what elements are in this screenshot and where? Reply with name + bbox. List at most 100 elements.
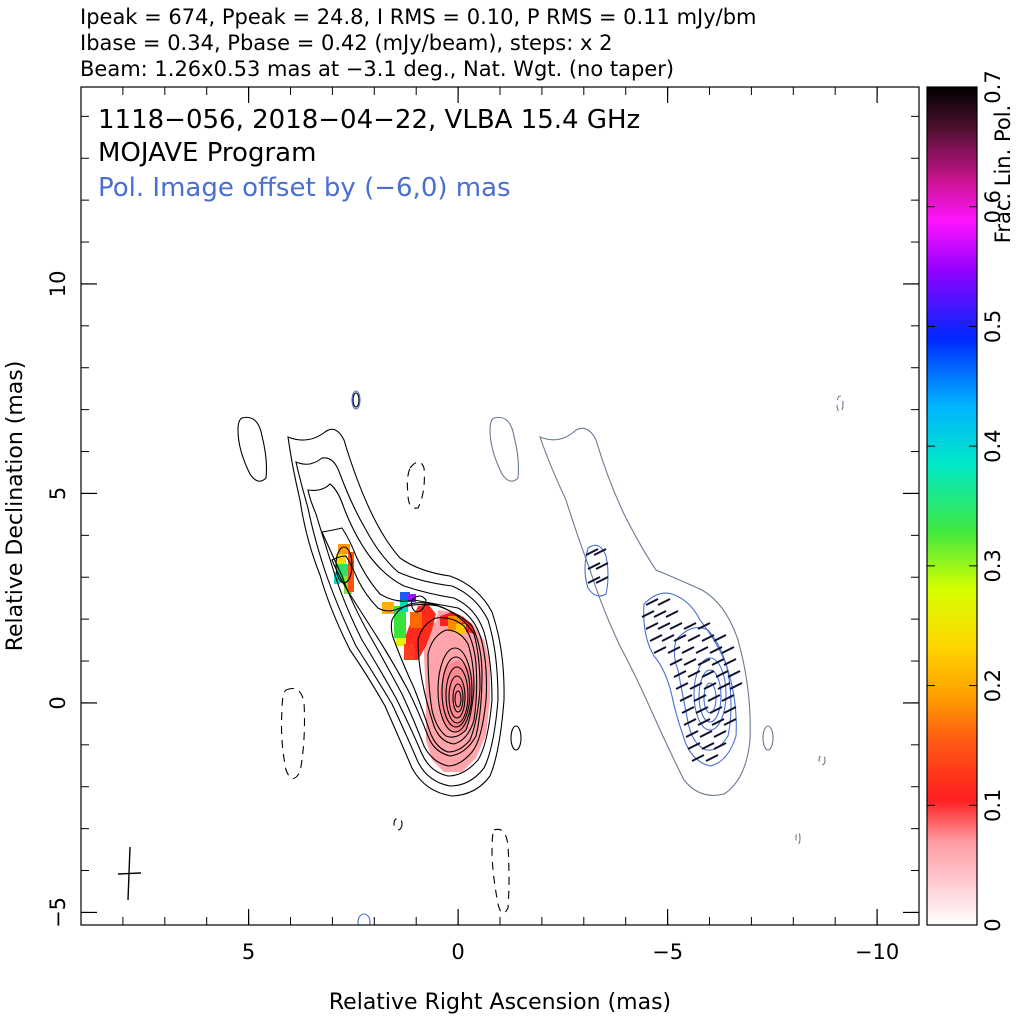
evpa-stick <box>695 646 709 654</box>
evpa-stick <box>699 730 713 738</box>
colorbar-tick-label: 0.7 <box>981 70 1005 103</box>
i-contour-13 <box>452 683 464 713</box>
evpa-stick <box>657 598 671 606</box>
evpa-stick <box>701 670 715 678</box>
beam-minor-axis <box>117 872 142 875</box>
evpa-stick <box>723 718 737 726</box>
y-axis-ticks: 10 5 0 −5 <box>46 115 919 928</box>
i-contour-blob-east <box>510 725 522 751</box>
colorbar-tick-label: 0.2 <box>981 669 1005 702</box>
frac-pol-knot-green <box>394 606 406 638</box>
y-tick-label: −5 <box>46 897 70 928</box>
pol-base-contour-north <box>489 416 520 482</box>
i-neg-contour-south <box>491 828 510 914</box>
y-tick-label: 5 <box>46 487 70 500</box>
i-negative-contours <box>280 461 510 914</box>
frac-pol-knot-cyan <box>400 596 408 612</box>
pol-contour-top <box>351 390 361 410</box>
stokes-i-contours <box>237 392 522 914</box>
evpa-stick <box>715 670 729 678</box>
evpa-stick <box>679 694 693 702</box>
header-line-3: Beam: 1.26x0.53 mas at −3.1 deg., Nat. W… <box>80 57 674 81</box>
evpa-stick <box>723 706 737 714</box>
evpa-stick <box>661 634 675 642</box>
i-contour-top-blob <box>352 392 360 408</box>
evpa-stick <box>721 694 735 702</box>
pol-contour-jet <box>584 544 609 597</box>
i-contour-8 <box>427 629 475 738</box>
evpa-stick <box>645 622 659 630</box>
x-axis-label: Relative Right Ascension (mas) <box>329 990 671 1015</box>
header-line-1: Ipeak = 674, Ppeak = 24.8, I RMS = 0.10,… <box>80 5 757 29</box>
evpa-stick <box>667 646 681 654</box>
colorbar-tick-label: 0.6 <box>981 190 1005 223</box>
i-contour-2 <box>295 457 499 787</box>
evpa-stick <box>703 682 717 690</box>
evpa-stick <box>665 610 679 618</box>
evpa-stick <box>729 682 743 690</box>
evpa-stick <box>695 706 709 714</box>
i-contour-12 <box>448 675 466 719</box>
evpa-stick <box>709 646 723 654</box>
evpa-stick <box>689 682 703 690</box>
pol-negative-contours <box>795 395 844 845</box>
pol-neg-south <box>795 831 801 845</box>
evpa-stick <box>649 634 663 642</box>
pol-base-blob-east <box>762 725 774 751</box>
evpa-stick <box>675 682 689 690</box>
x-tick-label: −5 <box>652 940 683 964</box>
frac-pol-knot-yellow <box>396 636 406 646</box>
colorbar-tick-label: 0.1 <box>981 789 1005 822</box>
frac-pol-jet-cyan <box>334 572 340 584</box>
colorbar-tick-label: 0.5 <box>981 310 1005 343</box>
evpa-sticks <box>585 548 743 762</box>
pol-contour-core-2 <box>698 669 722 723</box>
evpa-stick <box>681 706 695 714</box>
evpa-stick <box>683 658 697 666</box>
frac-pol-knot-orange <box>410 612 422 628</box>
evpa-stick <box>683 718 697 726</box>
pol-image <box>351 390 844 925</box>
evpa-stick <box>653 610 667 618</box>
evpa-stick <box>585 548 599 556</box>
frac-pol-jet-orange <box>338 544 350 554</box>
frac-pol-jet-yellow <box>336 554 346 566</box>
evpa-stick <box>657 622 671 630</box>
y-tick-label: 0 <box>46 696 70 709</box>
offset-annotation: Pol. Image offset by (−6,0) mas <box>98 173 511 203</box>
evpa-stick <box>691 754 705 762</box>
i-contour-blob-north <box>237 416 268 482</box>
evpa-stick <box>717 682 731 690</box>
y-tick-label: 10 <box>46 271 70 298</box>
evpa-stick <box>653 646 667 654</box>
colorbar-ticks: 0 0.1 0.2 0.3 0.4 0.5 0.6 0.7 <box>927 70 1005 932</box>
evpa-stick <box>595 576 609 584</box>
y-axis-label: Relative Declination (mas) <box>3 361 28 652</box>
frac-pol-yellow-patch <box>456 624 466 634</box>
evpa-stick <box>593 548 607 556</box>
evpa-stick <box>673 670 687 678</box>
source-annotation: 1118−056, 2018−04−22, VLBA 15.4 GHz <box>98 105 640 135</box>
evpa-stick <box>723 658 737 666</box>
evpa-stick <box>587 562 601 570</box>
evpa-stick <box>685 730 699 738</box>
i-contour-9 <box>437 647 473 733</box>
evpa-stick <box>587 576 601 584</box>
evpa-stick <box>711 718 725 726</box>
i-contour-jet-knot <box>335 546 353 584</box>
pol-base-contour <box>539 427 751 796</box>
i-contour-4 <box>321 527 488 767</box>
evpa-stick <box>713 634 727 642</box>
image-content <box>237 390 844 925</box>
frac-pol-knot-purple <box>408 594 416 602</box>
pol-contour-bottom <box>357 913 371 925</box>
evpa-stick <box>721 646 735 654</box>
i-contour-knot-small <box>410 595 427 613</box>
i-neg-contour-small <box>393 817 403 831</box>
evpa-stick <box>641 610 655 618</box>
i-contour-10 <box>441 656 471 728</box>
pol-neg-north <box>836 395 844 413</box>
pol-neg-east <box>818 754 826 766</box>
evpa-stick <box>697 622 711 630</box>
evpa-stick <box>713 730 727 738</box>
